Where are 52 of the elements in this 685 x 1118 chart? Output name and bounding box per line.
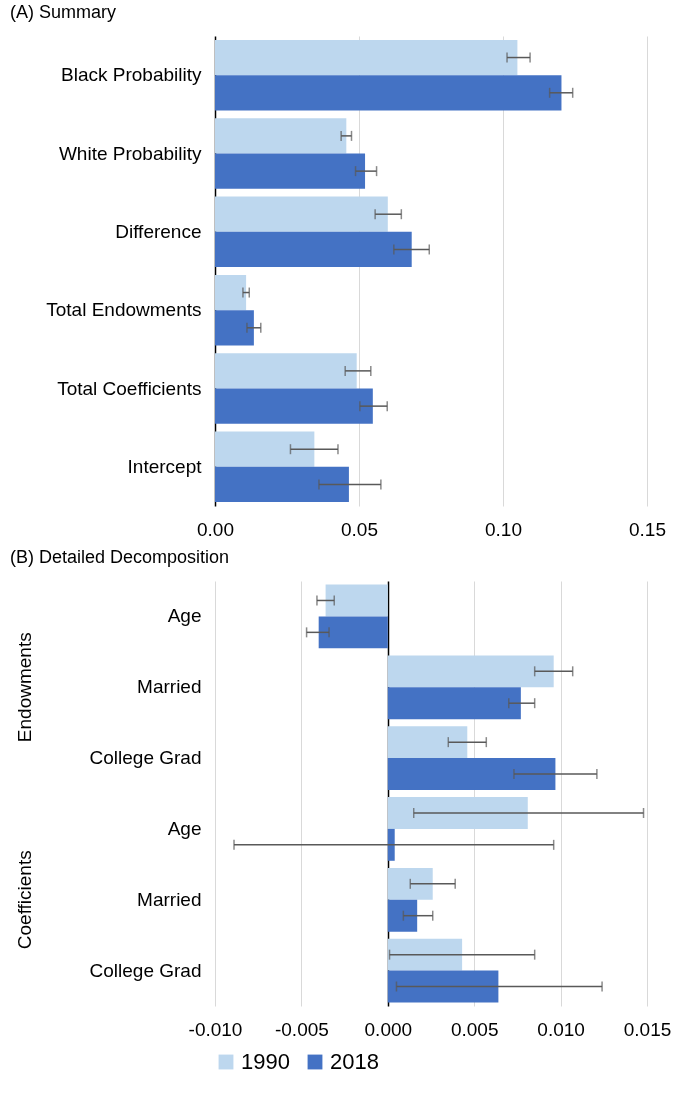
x-tick-label: 0.000 bbox=[364, 1018, 413, 1040]
bar bbox=[387, 899, 418, 932]
text: Endowments bbox=[14, 632, 35, 743]
y-tick-label: Married bbox=[137, 888, 202, 910]
y-tick-label: Difference bbox=[115, 220, 202, 242]
y-tick-label: Intercept bbox=[127, 455, 203, 477]
bar bbox=[215, 431, 315, 467]
bar bbox=[215, 153, 366, 189]
bar bbox=[387, 970, 499, 1003]
bar bbox=[215, 466, 349, 503]
x-tick-label: 0.015 bbox=[623, 1018, 672, 1040]
x-tick-label: -0.010 bbox=[188, 1018, 243, 1040]
x-tick-label: 0.10 bbox=[485, 518, 522, 540]
x-tick-label: 0.15 bbox=[629, 518, 666, 540]
bar bbox=[387, 726, 468, 759]
x-tick-label: -0.005 bbox=[274, 1018, 329, 1040]
bar bbox=[387, 938, 463, 971]
bar bbox=[387, 828, 395, 861]
y-tick-label: College Grad bbox=[89, 959, 202, 981]
chart-title: (B) Detailed Decomposition bbox=[10, 547, 230, 567]
y-tick-label: Age bbox=[167, 817, 202, 839]
bar bbox=[318, 616, 388, 649]
bar bbox=[215, 274, 247, 311]
y-tick-label: College Grad bbox=[89, 747, 202, 769]
text: (A) Summary bbox=[10, 2, 117, 22]
bar bbox=[215, 196, 388, 232]
y-tick-label: Married bbox=[137, 676, 202, 698]
bar bbox=[387, 655, 554, 688]
bar bbox=[387, 687, 521, 720]
legend-label: 2018 bbox=[330, 1049, 379, 1074]
legend-label: 1990 bbox=[241, 1049, 290, 1074]
x-tick-label: 0.00 bbox=[197, 518, 234, 540]
bar bbox=[215, 310, 254, 346]
bar bbox=[215, 75, 562, 111]
bar bbox=[387, 867, 433, 900]
bar bbox=[215, 231, 412, 268]
x-tick-label: 0.005 bbox=[450, 1018, 499, 1040]
bar bbox=[387, 758, 556, 790]
x-tick-label: 0.05 bbox=[341, 518, 378, 540]
y-tick-label: Total Coefficients bbox=[57, 377, 202, 399]
y-tick-label: Black Probability bbox=[61, 64, 202, 86]
text: Coefficients bbox=[14, 850, 35, 950]
y-tick-label: Age bbox=[167, 605, 202, 627]
y-tick-label: Total Endowments bbox=[46, 299, 202, 321]
bar bbox=[215, 39, 518, 76]
y-tick-label: White Probability bbox=[58, 142, 202, 164]
bar bbox=[215, 118, 347, 154]
x-tick-label: 0.010 bbox=[537, 1018, 585, 1040]
bar bbox=[387, 797, 528, 829]
bar bbox=[215, 388, 373, 424]
bar bbox=[215, 353, 357, 389]
bar bbox=[325, 584, 388, 617]
